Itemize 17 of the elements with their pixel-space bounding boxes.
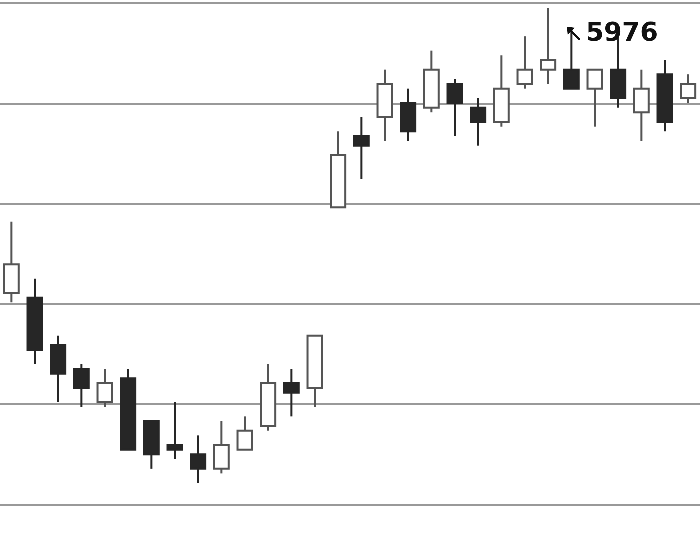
- candlestick: [540, 7, 557, 86]
- candlestick: [586, 68, 604, 128]
- candlestick: [446, 78, 464, 138]
- candlestick: [96, 368, 114, 408]
- candlestick: [190, 434, 207, 484]
- candlestick: [166, 401, 184, 460]
- candlestick: [283, 368, 300, 418]
- candlestick: [236, 416, 254, 451]
- candlestick: [213, 420, 230, 475]
- candlestick: [680, 74, 697, 104]
- candlestick: [563, 26, 580, 90]
- candlestick: [470, 97, 487, 147]
- candlestick: [353, 116, 370, 180]
- candlestick: [73, 363, 90, 408]
- annotation: 5976: [586, 18, 658, 48]
- candlestick: [633, 68, 650, 142]
- candlestick: [516, 36, 534, 90]
